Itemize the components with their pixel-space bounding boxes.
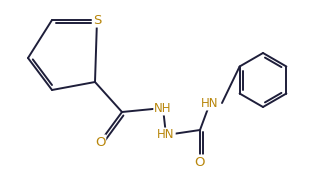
Text: S: S	[93, 13, 101, 26]
Text: HN: HN	[201, 96, 219, 110]
Text: O: O	[195, 156, 205, 168]
Text: NH: NH	[154, 101, 172, 115]
Text: HN: HN	[157, 129, 175, 142]
Text: O: O	[95, 136, 105, 149]
